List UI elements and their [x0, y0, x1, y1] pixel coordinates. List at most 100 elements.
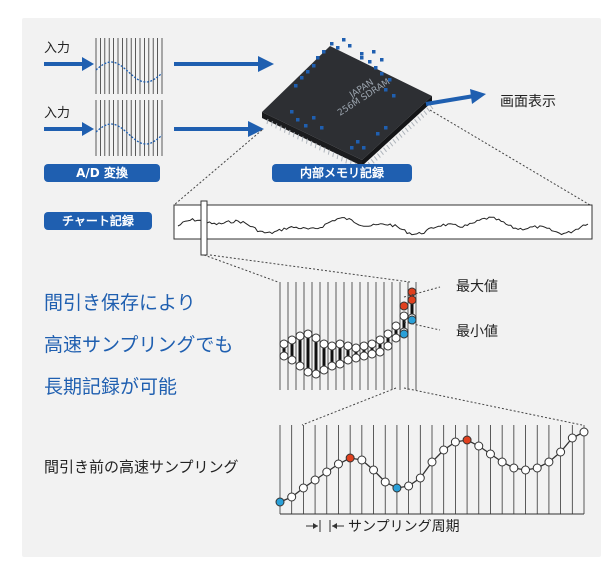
max-point	[407, 295, 417, 305]
chip-dot	[330, 42, 334, 46]
connector-line	[403, 387, 583, 426]
min-sample	[327, 361, 337, 371]
chip-dot	[356, 140, 360, 144]
min-sample	[295, 361, 305, 371]
max-value-label: 最大値	[456, 279, 498, 295]
chip-pin	[284, 127, 287, 133]
min-sample	[303, 367, 313, 377]
min-sample	[287, 355, 297, 365]
sampling-period-indicator	[306, 520, 344, 532]
connector-line	[209, 254, 411, 283]
max-sample	[327, 341, 337, 351]
min-sample	[391, 333, 401, 343]
input-waveform	[95, 123, 163, 145]
message-line-2: 高速サンプリングでも	[44, 334, 233, 356]
max-sample	[279, 339, 289, 349]
chip-pin	[373, 156, 378, 161]
sample-point	[404, 481, 414, 491]
chip-pin	[270, 121, 273, 127]
sample-point	[298, 483, 308, 493]
chip-pin	[376, 153, 381, 158]
max-sample	[383, 329, 393, 339]
chip-dot	[320, 126, 324, 130]
chip-pin	[310, 140, 313, 147]
sample-point	[287, 492, 297, 502]
min-sample	[367, 349, 377, 359]
max-sample	[375, 335, 385, 345]
sampling-grid-1	[95, 38, 163, 94]
min-point	[399, 329, 409, 339]
chip-pin	[297, 134, 300, 140]
ad-conversion-label: A/D 変換	[76, 165, 129, 180]
chip-pin	[327, 149, 330, 155]
ad-conversion-badge: A/D 変換	[44, 164, 160, 182]
chip-dot	[360, 56, 364, 60]
chart-record-strip	[173, 204, 593, 240]
input-arrow-2	[44, 122, 94, 136]
chip-dot	[322, 50, 326, 54]
max-sample	[319, 339, 329, 349]
sample-point	[567, 433, 577, 443]
sample-point	[322, 467, 332, 477]
chart-record-badge: チャート記録	[44, 212, 152, 230]
before-decimation-label: 間引き前の高速サンプリング	[44, 458, 239, 476]
max-sample	[351, 343, 361, 353]
chip-dot	[380, 58, 384, 62]
sample-point	[310, 475, 320, 485]
chip-dot	[290, 110, 294, 114]
connector-line	[173, 129, 263, 206]
internal-memory-label: 内部メモリ記録	[300, 165, 385, 180]
chip-dot	[374, 66, 378, 70]
chip-dot	[348, 44, 352, 48]
chip-dot	[372, 50, 376, 54]
chip-dot	[306, 70, 310, 74]
sample-point	[497, 457, 507, 467]
min-sample	[311, 369, 321, 379]
min-sample	[319, 365, 329, 375]
max-point	[462, 435, 472, 445]
chip-dot	[312, 64, 316, 68]
chip-pin	[301, 136, 304, 142]
max-sample	[391, 321, 401, 331]
chip-pin	[340, 156, 343, 162]
chip-pin	[426, 107, 431, 113]
chip-dot	[350, 146, 354, 150]
high-speed-sampling-grid	[279, 425, 585, 515]
chip-pin	[288, 129, 291, 136]
sample-point	[415, 473, 425, 483]
chip-dot	[384, 126, 388, 130]
chip-dot	[392, 94, 396, 98]
max-sample	[295, 331, 305, 341]
chip-pin	[323, 147, 326, 153]
chip-dot	[336, 46, 340, 50]
chart-record-label: チャート記録	[62, 213, 135, 228]
chip-pin	[417, 116, 422, 121]
right-arrow-icon	[174, 121, 264, 137]
decimated-envelope	[279, 287, 417, 379]
chip-pin	[314, 142, 317, 149]
sample-point	[579, 427, 589, 437]
sdram-chip-icon: JAPAN 256M SDRAM	[262, 38, 434, 171]
chip-pin	[401, 130, 406, 136]
min-point	[275, 497, 285, 507]
sample-point	[509, 463, 519, 473]
chip-pin	[292, 132, 295, 138]
connector-line	[203, 254, 279, 283]
message-line-1: 間引き保存により	[44, 292, 196, 314]
sampling-grid-2	[95, 100, 163, 156]
connector-line	[429, 109, 591, 206]
chip-pin	[266, 118, 269, 125]
min-point	[392, 483, 402, 493]
internal-memory-badge: 内部メモリ記録	[272, 164, 412, 182]
input-arrow-1	[44, 57, 94, 71]
chip-dot	[384, 88, 388, 92]
chip-pin	[370, 158, 375, 164]
chip-pin	[398, 133, 403, 138]
sampling-period-label: サンプリング周期	[348, 519, 460, 535]
input-waveform	[95, 61, 163, 83]
chip-pin	[411, 121, 415, 127]
chip-dot	[362, 146, 366, 150]
max-sample	[343, 341, 353, 351]
max-sample	[399, 311, 409, 321]
chip-pin	[275, 123, 278, 129]
